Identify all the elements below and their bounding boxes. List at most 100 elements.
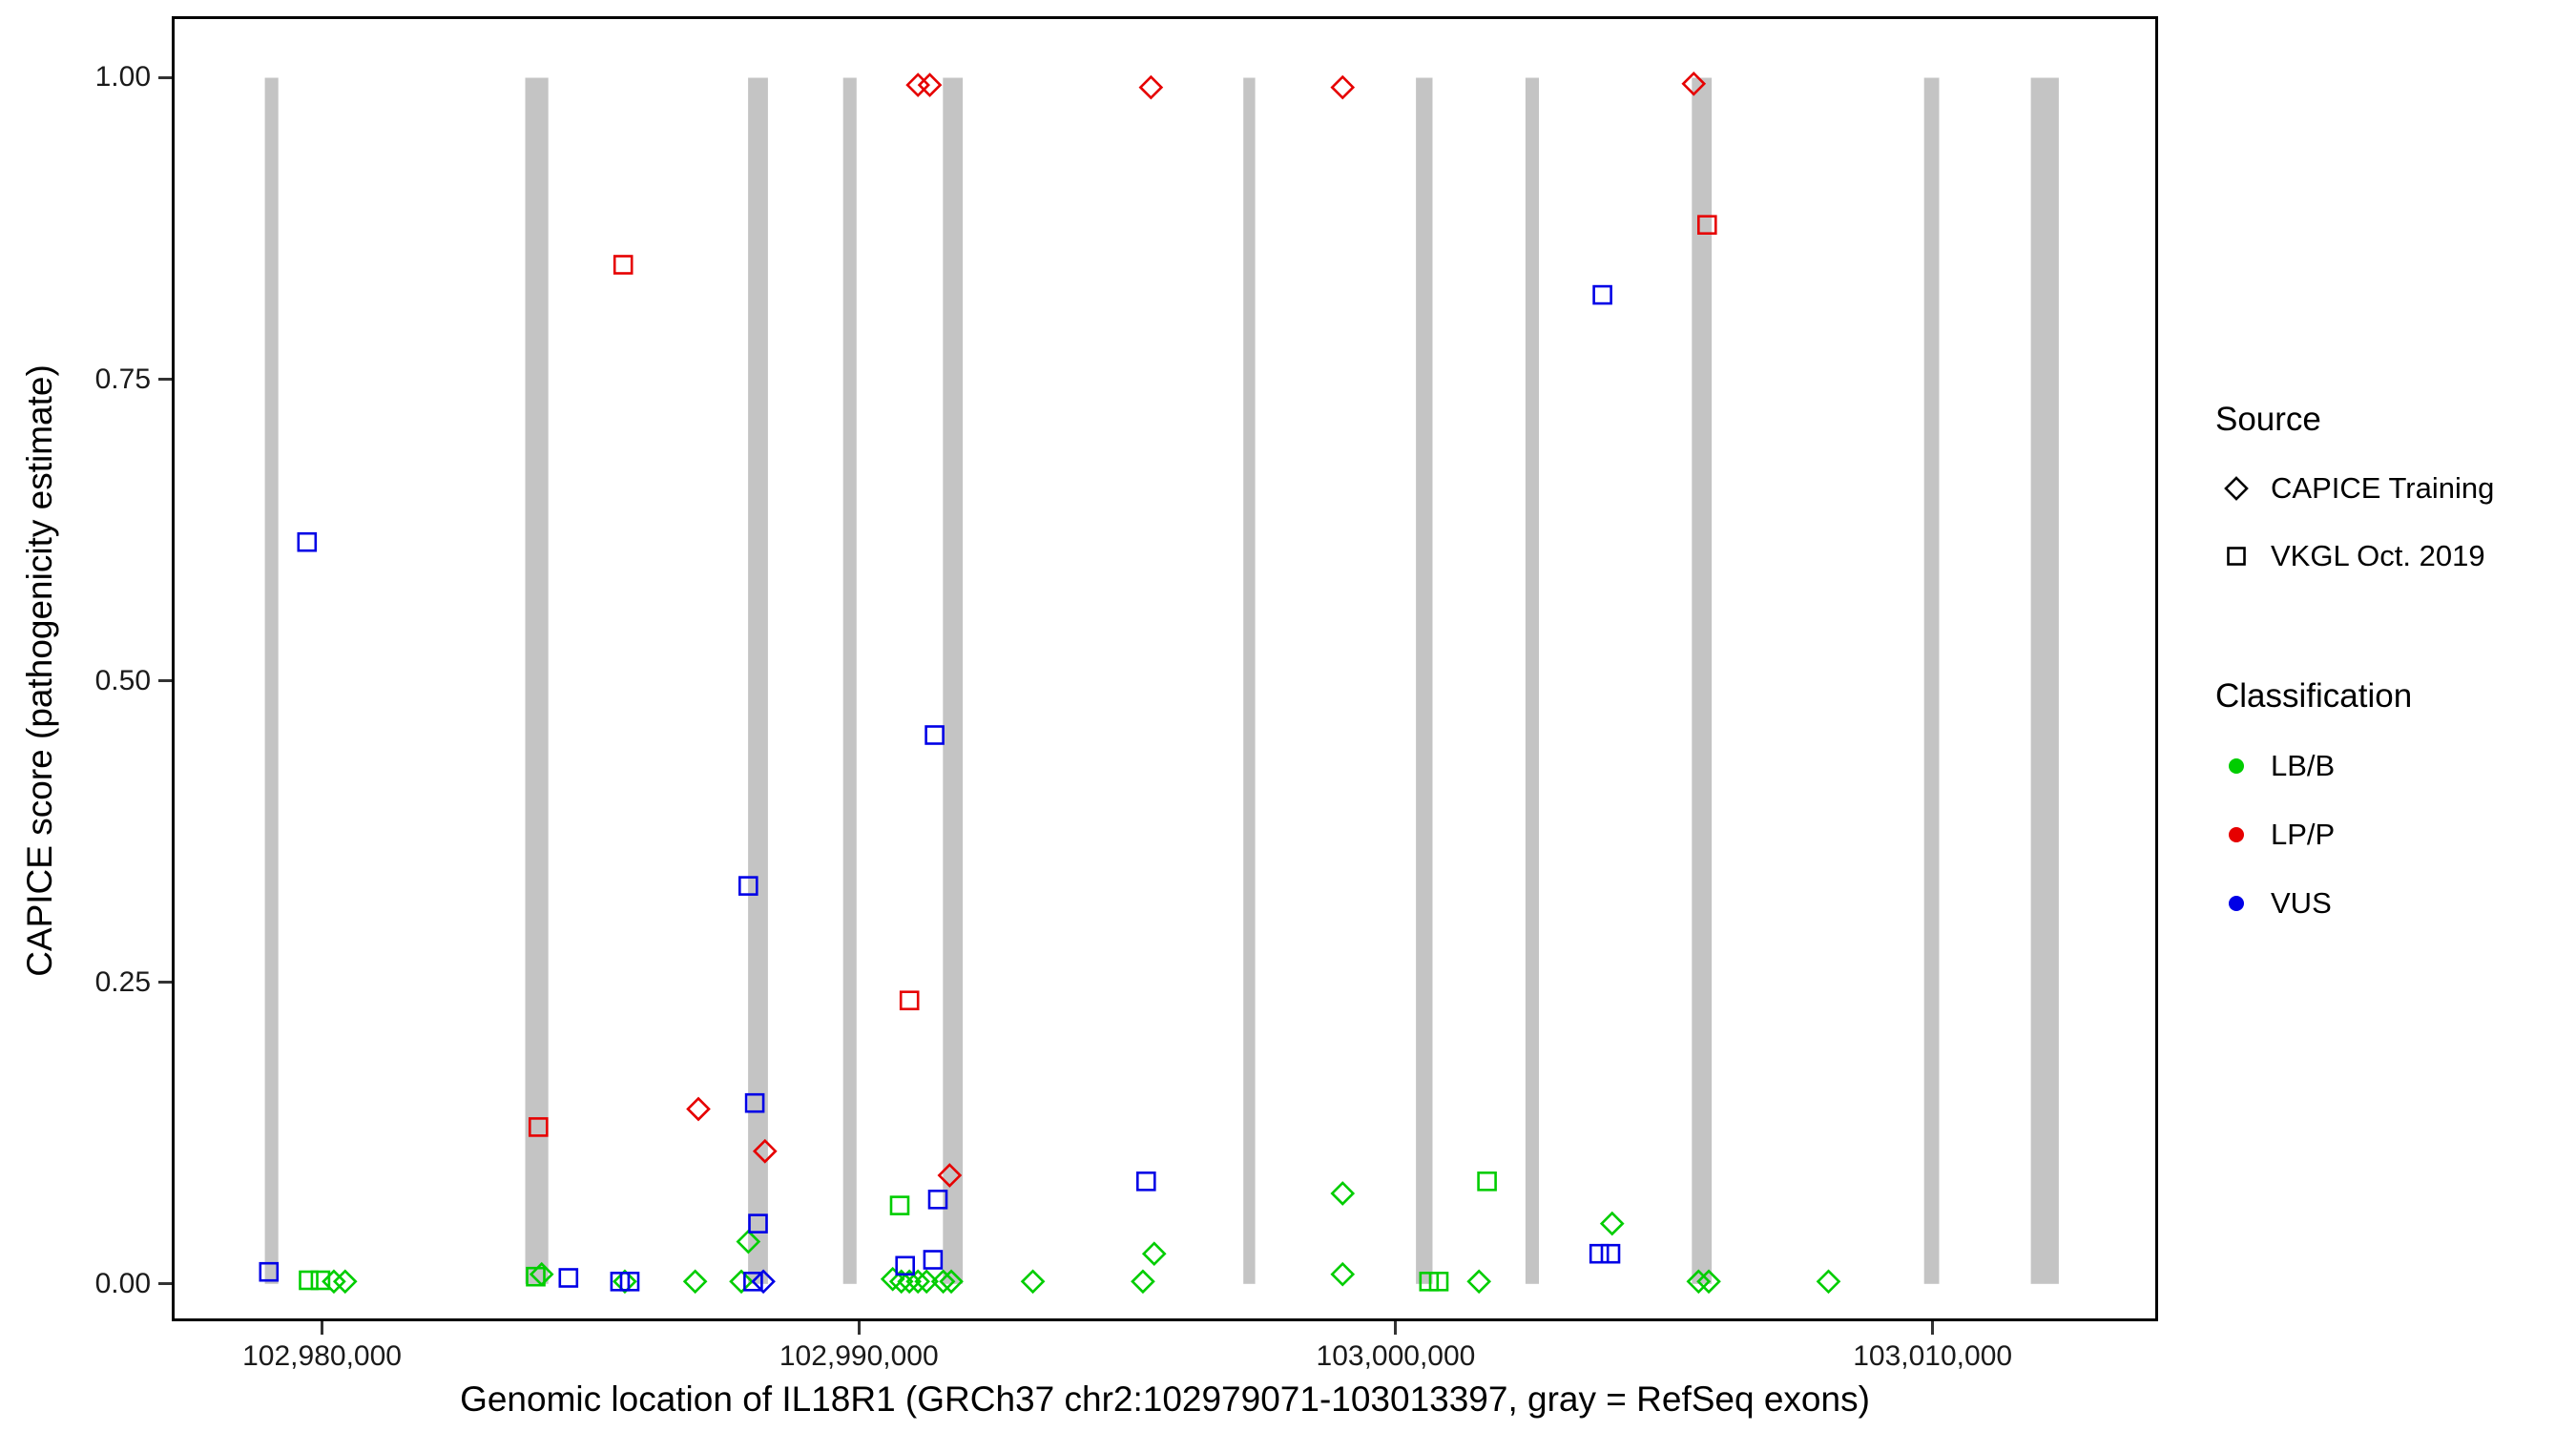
exon-bar xyxy=(2030,77,2059,1284)
exon-bar xyxy=(1525,77,1539,1284)
y-tick-mark xyxy=(158,981,172,985)
y-tick-mark xyxy=(158,378,172,382)
y-tick-label: 1.00 xyxy=(94,61,151,93)
data-point-square xyxy=(1592,284,1612,305)
data-point-diamond xyxy=(1138,74,1164,100)
x-tick-label: 102,980,000 xyxy=(242,1340,402,1372)
data-point-square xyxy=(259,1261,280,1282)
legend-item-vus: VUS xyxy=(2215,882,2332,924)
data-point-square xyxy=(297,531,318,552)
data-point-square xyxy=(528,1117,549,1137)
data-point-square xyxy=(613,255,634,275)
red-dot-icon xyxy=(2215,814,2257,856)
data-point-square xyxy=(748,1213,768,1234)
data-point-diamond xyxy=(1686,1269,1712,1295)
x-tick-label: 103,010,000 xyxy=(1853,1340,2013,1372)
data-point-diamond xyxy=(930,1269,956,1295)
x-tick-mark xyxy=(857,1321,861,1335)
data-point-square xyxy=(1589,1243,1610,1264)
data-point-diamond xyxy=(1330,1261,1356,1287)
exon-bar xyxy=(1416,77,1433,1284)
legend-item-label: LP/P xyxy=(2271,818,2336,851)
exon-bar xyxy=(264,77,279,1284)
legend-item-label: VKGL Oct. 2019 xyxy=(2271,539,2485,572)
data-point-diamond xyxy=(917,73,943,97)
plot-canvas xyxy=(172,16,2158,1321)
y-tick-label: 0.75 xyxy=(94,363,151,395)
y-tick-label: 0.50 xyxy=(94,664,151,696)
data-point-square xyxy=(1477,1172,1497,1192)
data-point-square xyxy=(558,1268,579,1288)
data-point-diamond xyxy=(1330,1181,1356,1206)
data-point-diamond xyxy=(937,1163,963,1188)
data-point-square xyxy=(526,1266,546,1287)
data-point-diamond xyxy=(939,1269,964,1295)
data-point-square xyxy=(923,1250,944,1270)
legend-item-lbb: LB/B xyxy=(2215,745,2335,787)
exon-bar xyxy=(943,77,964,1284)
data-point-diamond xyxy=(1681,71,1707,96)
diamond-icon xyxy=(2215,467,2257,509)
legend-item-vkgl: VKGL Oct. 2019 xyxy=(2215,535,2485,577)
data-point-diamond xyxy=(905,73,930,97)
x-tick-mark xyxy=(1931,1321,1935,1335)
x-axis-title: Genomic location of IL18R1 (GRCh37 chr2:… xyxy=(460,1379,1870,1419)
exon-bar xyxy=(842,77,857,1284)
data-point-diamond xyxy=(1816,1269,1841,1295)
data-point-diamond xyxy=(322,1269,346,1295)
legend-item-label: VUS xyxy=(2271,886,2332,920)
legend-classification-title: Classification xyxy=(2215,677,2413,715)
data-point-square xyxy=(927,1190,948,1210)
panel-border xyxy=(172,16,2158,1321)
data-point-square xyxy=(743,1272,763,1292)
data-point-diamond xyxy=(1020,1269,1046,1295)
legend-item-label: LB/B xyxy=(2271,749,2336,782)
data-point-diamond xyxy=(905,1269,930,1295)
legend-item-capice-training: CAPICE Training xyxy=(2215,467,2494,509)
x-tick-mark xyxy=(1394,1321,1398,1335)
data-point-diamond xyxy=(1330,74,1356,100)
exon-bar xyxy=(1923,77,1940,1284)
data-point-diamond xyxy=(686,1096,711,1122)
data-point-square xyxy=(895,1255,916,1276)
data-point-diamond xyxy=(752,1138,778,1164)
y-tick-mark xyxy=(158,75,172,79)
blue-dot-icon xyxy=(2215,882,2257,924)
square-icon xyxy=(2215,535,2257,577)
data-point-diamond xyxy=(914,1269,939,1295)
plot-panel xyxy=(172,16,2158,1321)
data-point-square xyxy=(924,725,945,745)
y-tick-mark xyxy=(158,679,172,683)
data-point-diamond xyxy=(1141,1241,1167,1267)
data-point-diamond xyxy=(729,1269,754,1295)
data-point-diamond xyxy=(1599,1211,1625,1236)
data-point-square xyxy=(1428,1272,1449,1292)
data-point-square xyxy=(899,990,920,1011)
data-point-diamond xyxy=(1131,1269,1155,1295)
exon-bar xyxy=(1692,77,1713,1284)
data-point-diamond xyxy=(613,1269,637,1295)
data-point-diamond xyxy=(897,1269,922,1295)
x-tick-label: 102,990,000 xyxy=(779,1340,939,1372)
data-point-square xyxy=(737,876,758,896)
y-tick-label: 0.00 xyxy=(94,1267,151,1299)
legend-item-label: CAPICE Training xyxy=(2271,471,2495,505)
data-point-diamond xyxy=(332,1269,358,1295)
exon-bar xyxy=(1243,77,1256,1284)
x-tick-mark xyxy=(321,1321,324,1335)
data-point-diamond xyxy=(1466,1269,1492,1295)
data-point-diamond xyxy=(682,1269,708,1295)
data-point-diamond xyxy=(736,1229,761,1255)
exon-bar xyxy=(525,77,549,1284)
data-point-square xyxy=(619,1272,640,1292)
green-dot-icon xyxy=(2215,745,2257,787)
data-point-diamond xyxy=(888,1269,914,1295)
data-point-square xyxy=(310,1270,331,1291)
legend-source-title: Source xyxy=(2215,401,2321,438)
data-point-diamond xyxy=(1696,1269,1721,1295)
data-point-square xyxy=(744,1092,765,1113)
data-point-square xyxy=(1697,215,1717,235)
exon-bar xyxy=(748,77,768,1284)
data-point-square xyxy=(1135,1172,1156,1192)
y-tick-label: 0.25 xyxy=(94,965,151,998)
